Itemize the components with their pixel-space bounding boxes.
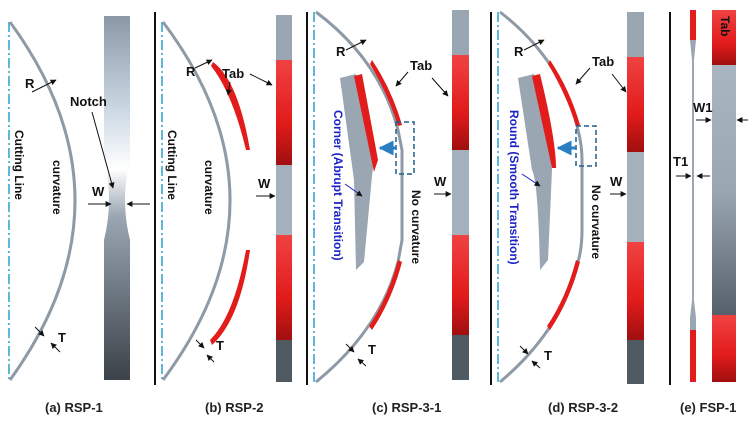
bar-b-gauge: [276, 165, 292, 235]
thin-tab-bottom-e: [690, 330, 696, 382]
label-r-a: R: [25, 76, 35, 91]
label-notch-a: Notch: [70, 94, 107, 109]
curved-specimen-b: [161, 21, 232, 381]
label-w-d: W: [610, 174, 623, 189]
detail-tab-c: [354, 74, 378, 172]
caption-d: (d) RSP-3-2: [548, 400, 618, 415]
tab-top-d: [548, 60, 580, 126]
bar-b-top: [276, 15, 292, 60]
notched-bar-a: [104, 16, 130, 380]
label-curvature-a: curvature: [50, 160, 64, 215]
panel-d: R Tab Round (Smooth Transition) No curva…: [497, 10, 644, 415]
panel-e: Tab W1 T1 (e) FSP-1: [673, 10, 748, 415]
tab-bottom-d: [547, 260, 580, 330]
curved-specimen-c: [315, 10, 404, 384]
label-tab-b: Tab: [222, 66, 244, 81]
detail-tab-d: [532, 74, 556, 168]
label-t-b: T: [216, 338, 224, 353]
bar-d-top: [627, 12, 644, 57]
bar-c-top: [452, 10, 469, 55]
bar-c-tab-top: [452, 55, 469, 150]
label-nocurv-d: No curvature: [589, 185, 603, 259]
bar-d-gauge: [627, 152, 644, 242]
curved-specimen-a: [8, 21, 77, 381]
tab-bottom-c: [369, 260, 402, 330]
bar-b-bottom: [276, 340, 292, 382]
wide-tab-top-e: [712, 10, 736, 65]
caption-a: (a) RSP-1: [45, 400, 103, 415]
panel-b: R Tab Cutting Line curvature W T (b) RSP…: [161, 15, 292, 415]
label-w-c: W: [434, 174, 447, 189]
thin-tab-top-e: [690, 10, 696, 40]
panel-c: R Tab Corner (Abrupt Transition) No curv…: [313, 10, 469, 415]
label-transition-c: Corner (Abrupt Transition): [331, 110, 345, 261]
wide-tab-bottom-e: [712, 315, 736, 382]
detail-shape-d: [518, 74, 552, 270]
tab-bottom-b: [210, 250, 250, 345]
detail-box-d: [575, 125, 597, 167]
label-w-a: W: [92, 184, 105, 199]
label-r-b: R: [186, 64, 196, 79]
bar-c-bottom: [452, 335, 469, 380]
tab-top-b: [211, 62, 250, 150]
bar-b-tab-bottom: [276, 235, 292, 340]
wide-gauge-e: [712, 65, 736, 315]
label-cutting-b: Cutting Line: [165, 130, 179, 200]
label-r-c: R: [336, 44, 346, 59]
bar-d-tab-top: [627, 57, 644, 152]
label-tab-e: Tab: [718, 16, 732, 36]
label-cutting-a: Cutting Line: [12, 130, 26, 200]
label-t-d: T: [544, 348, 552, 363]
bar-d-bottom: [627, 340, 644, 384]
caption-e: (e) FSP-1: [680, 400, 736, 415]
label-tab-d: Tab: [592, 54, 614, 69]
panel-a: R Notch Cutting Line curvature W T (a) R…: [8, 16, 150, 415]
label-t1-e: T1: [673, 154, 688, 169]
bar-d-tab-bottom: [627, 242, 644, 340]
caption-c: (c) RSP-3-1: [372, 400, 441, 415]
bar-c-gauge: [452, 150, 469, 235]
caption-b: (b) RSP-2: [205, 400, 264, 415]
label-curvature-b: curvature: [202, 160, 216, 215]
thin-specimen-e: [690, 10, 696, 382]
label-w-b: W: [258, 176, 271, 191]
label-w1-e: W1: [693, 100, 713, 115]
label-t-a: T: [58, 330, 66, 345]
tab-top-c: [370, 60, 402, 126]
bar-b-tab-top: [276, 60, 292, 165]
label-tab-c: Tab: [410, 58, 432, 73]
label-transition-d: Round (Smooth Transition): [507, 110, 521, 265]
label-r-d: R: [514, 44, 524, 59]
bar-c-tab-bottom: [452, 235, 469, 335]
label-t-c: T: [368, 342, 376, 357]
label-nocurv-c: No curvature: [409, 190, 423, 264]
